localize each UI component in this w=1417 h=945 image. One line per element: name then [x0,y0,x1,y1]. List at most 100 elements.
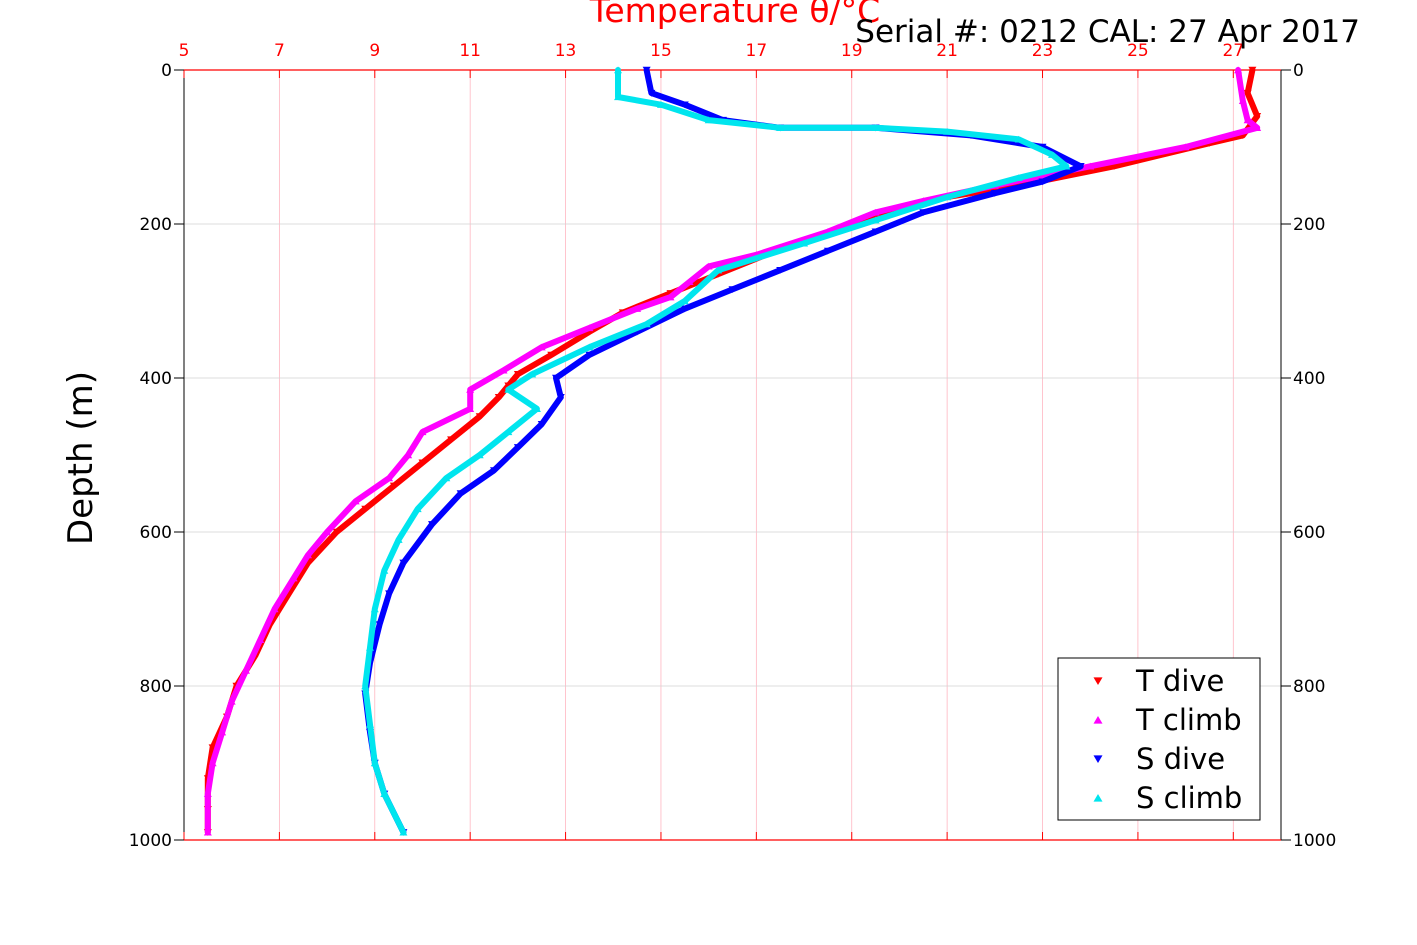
data-point [1086,162,1095,170]
x-tick-label: 5 [179,41,190,61]
data-point [585,324,594,332]
data-point [332,528,341,536]
data-point [1243,116,1252,124]
data-point [823,247,832,255]
series-s-dive [361,66,1085,836]
data-point [490,467,499,474]
data-point [385,590,394,598]
y-axis-ticks: 0 0 200 200 400 400 600 600 800 800 1000 1000 [129,61,1337,851]
data-point [270,605,279,613]
data-point [370,605,379,613]
grid [184,70,1281,840]
data-point [389,482,398,490]
data-point [1234,66,1243,74]
y-axis-label: Depth (m) [61,371,101,545]
legend-label: S dive [1136,742,1225,776]
data-point [680,297,689,305]
data-point [1038,178,1047,186]
x-tick-label: 25 [1127,41,1149,61]
x-tick-label: 7 [274,41,285,61]
data-point [714,266,723,274]
data-point [537,421,546,428]
legend-marker [1093,793,1103,802]
data-point [447,436,456,444]
y-tick-label-right: 1000 [1293,831,1336,851]
series-t-climb [203,66,1262,836]
data-point [552,374,561,382]
data-point [556,394,565,401]
data-point [380,790,389,797]
x-tick-label: 9 [369,41,380,61]
chart-title: Temperature θ/°C [589,0,880,30]
data-point [323,528,332,536]
legend: T dive T climb S dive S climb [1057,657,1261,821]
data-point [375,621,384,628]
data-point [943,193,952,201]
data-point [871,216,880,224]
data-point [203,790,212,797]
x-tick-label: 27 [1222,41,1244,61]
x-tick-label: 11 [459,41,481,61]
data-point [1014,174,1023,181]
data-point [1181,143,1190,151]
data-point [990,190,999,197]
data-point [776,267,785,274]
data-point [413,505,422,513]
data-point [642,66,651,74]
series-s-climb [361,66,1071,836]
data-point [728,286,737,294]
data-point [418,428,427,436]
legend-label: T climb [1135,703,1242,737]
data-point [614,66,623,74]
data-point [513,444,522,451]
y-tick-label: 1000 [129,831,172,851]
data-point [504,385,513,393]
data-point [1253,113,1262,120]
y-tick-label: 400 [140,369,172,389]
x-tick-label: 23 [1032,41,1054,61]
data-point [528,370,537,378]
data-point [361,682,370,690]
data-point [366,643,375,651]
x-tick-label: 13 [555,41,577,61]
data-point [404,451,413,459]
data-point [466,385,475,393]
data-point [203,828,212,836]
data-point [800,239,809,247]
data-point [776,124,785,131]
x-axis-ticks: 5 7 9 11 13 15 17 19 21 23 25 27 [179,41,1244,840]
data-point [442,474,451,482]
data-point [227,697,236,705]
data-point [871,228,880,236]
serial-cal-text: Serial #: 0212 CAL: 27 Apr 2017 [855,14,1360,50]
data-point [394,536,403,543]
series-line-s-climb [362,67,1070,836]
data-point [218,728,227,736]
data-point [642,320,651,328]
data-point [399,828,408,836]
data-point [380,566,389,574]
data-point [289,574,298,582]
series-layer [203,66,1262,836]
data-point [361,505,370,513]
data-point [513,370,522,378]
data-point [943,128,952,135]
legend-label: S climb [1136,781,1242,815]
data-point [428,521,437,528]
data-point [680,305,689,313]
data-point [547,351,556,359]
data-point [1048,151,1057,158]
data-point [1076,163,1085,170]
y-tick-label-right: 800 [1293,677,1325,697]
data-point [614,93,623,101]
x-tick-label: 19 [841,41,863,61]
data-point [656,101,665,108]
legend-marker [1093,715,1103,724]
data-point [871,124,880,131]
data-point [208,759,217,767]
legend-marker [1093,677,1103,686]
data-point [370,759,379,767]
data-point [633,305,642,312]
data-point [242,667,251,674]
